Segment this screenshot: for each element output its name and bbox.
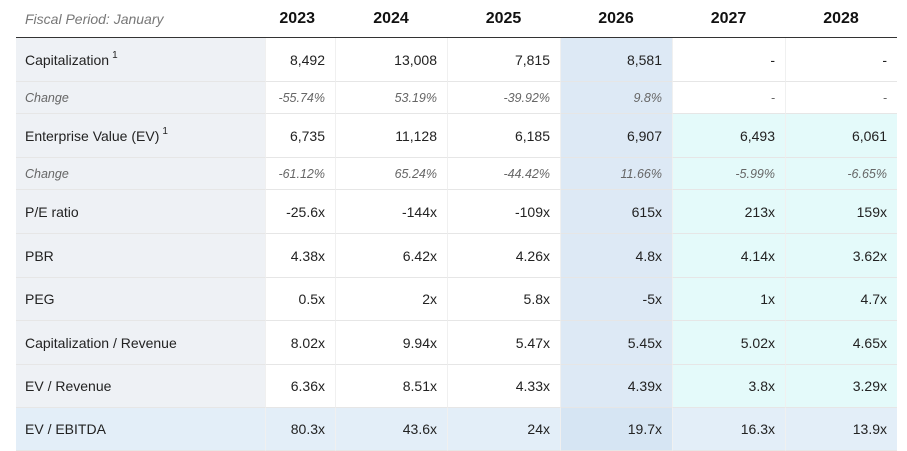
label-text: EV / Revenue bbox=[25, 378, 112, 394]
value-cell: 615x bbox=[560, 190, 672, 234]
year-header: 2025 bbox=[447, 0, 560, 38]
value-cell: 4.7x bbox=[785, 278, 897, 321]
value-cell: 9.8% bbox=[560, 82, 672, 114]
value-cell: 3.29x bbox=[785, 365, 897, 408]
value-cell: 80.3x bbox=[265, 408, 335, 451]
year-header: 2026 bbox=[560, 0, 672, 38]
value-cell: 4.39x bbox=[560, 365, 672, 408]
value-cell: - bbox=[785, 82, 897, 114]
year-header: 2027 bbox=[672, 0, 785, 38]
value-cell: 11.66% bbox=[560, 158, 672, 190]
label-text: PBR bbox=[25, 247, 54, 264]
row-label: EV / EBITDA bbox=[16, 408, 265, 451]
year-header: 2024 bbox=[335, 0, 447, 38]
label-text: Capitalization / Revenue bbox=[25, 334, 177, 351]
row-label: Capitalization 1 bbox=[16, 38, 265, 82]
footnote-marker: 1 bbox=[162, 126, 168, 137]
value-cell: 6.42x bbox=[335, 234, 447, 278]
footnote-marker: 1 bbox=[112, 50, 118, 61]
row-label: PBR bbox=[16, 234, 265, 278]
row-label: Capitalization / Revenue bbox=[16, 321, 265, 365]
label-text: EV / EBITDA bbox=[25, 421, 106, 437]
label-text: Change bbox=[25, 166, 69, 181]
label-text: PEG bbox=[25, 291, 55, 307]
value-cell: 6,185 bbox=[447, 114, 560, 158]
value-cell: 5.47x bbox=[447, 321, 560, 365]
value-cell: -5x bbox=[560, 278, 672, 321]
value-cell: - bbox=[785, 38, 897, 82]
row-label: PEG bbox=[16, 278, 265, 321]
value-cell: 5.8x bbox=[447, 278, 560, 321]
value-cell: 11,128 bbox=[335, 114, 447, 158]
year-header: 2023 bbox=[265, 0, 335, 38]
value-cell: 13.9x bbox=[785, 408, 897, 451]
value-cell: 4.14x bbox=[672, 234, 785, 278]
value-cell: 16.3x bbox=[672, 408, 785, 451]
row-label: Change bbox=[16, 82, 265, 114]
value-cell: 4.8x bbox=[560, 234, 672, 278]
value-cell: -109x bbox=[447, 190, 560, 234]
value-cell: 3.8x bbox=[672, 365, 785, 408]
value-cell: - bbox=[672, 82, 785, 114]
value-cell: 0.5x bbox=[265, 278, 335, 321]
value-cell: 24x bbox=[447, 408, 560, 451]
label-text: Capitalization bbox=[25, 51, 110, 68]
row-label: Enterprise Value (EV) 1 bbox=[16, 114, 265, 158]
value-cell: 6,735 bbox=[265, 114, 335, 158]
row-label: EV / Revenue bbox=[16, 365, 265, 408]
value-cell: -144x bbox=[335, 190, 447, 234]
value-cell: 3.62x bbox=[785, 234, 897, 278]
value-cell: 8,581 bbox=[560, 38, 672, 82]
value-cell: -44.42% bbox=[447, 158, 560, 190]
value-cell: 53.19% bbox=[335, 82, 447, 114]
value-cell: -5.99% bbox=[672, 158, 785, 190]
value-cell: 213x bbox=[672, 190, 785, 234]
value-cell: 5.45x bbox=[560, 321, 672, 365]
value-cell: 4.26x bbox=[447, 234, 560, 278]
label-text: Enterprise Value (EV) bbox=[25, 127, 160, 144]
value-cell: 13,008 bbox=[335, 38, 447, 82]
label-text: P/E ratio bbox=[25, 203, 79, 220]
value-cell: -55.74% bbox=[265, 82, 335, 114]
value-cell: 7,815 bbox=[447, 38, 560, 82]
header-title: Fiscal Period: January bbox=[16, 0, 265, 38]
value-cell: -6.65% bbox=[785, 158, 897, 190]
value-cell: - bbox=[672, 38, 785, 82]
value-cell: 4.33x bbox=[447, 365, 560, 408]
row-label: P/E ratio bbox=[16, 190, 265, 234]
value-cell: 6.36x bbox=[265, 365, 335, 408]
value-cell: 19.7x bbox=[560, 408, 672, 451]
value-cell: -25.6x bbox=[265, 190, 335, 234]
value-cell: -61.12% bbox=[265, 158, 335, 190]
value-cell: 65.24% bbox=[335, 158, 447, 190]
row-label: Change bbox=[16, 158, 265, 190]
value-cell: 9.94x bbox=[335, 321, 447, 365]
label-text: Change bbox=[25, 90, 69, 105]
value-cell: 6,907 bbox=[560, 114, 672, 158]
value-cell: 8.02x bbox=[265, 321, 335, 365]
value-cell: 43.6x bbox=[335, 408, 447, 451]
value-cell: 4.65x bbox=[785, 321, 897, 365]
value-cell: 6,061 bbox=[785, 114, 897, 158]
value-cell: 6,493 bbox=[672, 114, 785, 158]
value-cell: 2x bbox=[335, 278, 447, 321]
value-cell: 8,492 bbox=[265, 38, 335, 82]
value-cell: 159x bbox=[785, 190, 897, 234]
value-cell: -39.92% bbox=[447, 82, 560, 114]
value-cell: 4.38x bbox=[265, 234, 335, 278]
value-cell: 8.51x bbox=[335, 365, 447, 408]
value-cell: 1x bbox=[672, 278, 785, 321]
year-header: 2028 bbox=[785, 0, 897, 38]
value-cell: 5.02x bbox=[672, 321, 785, 365]
